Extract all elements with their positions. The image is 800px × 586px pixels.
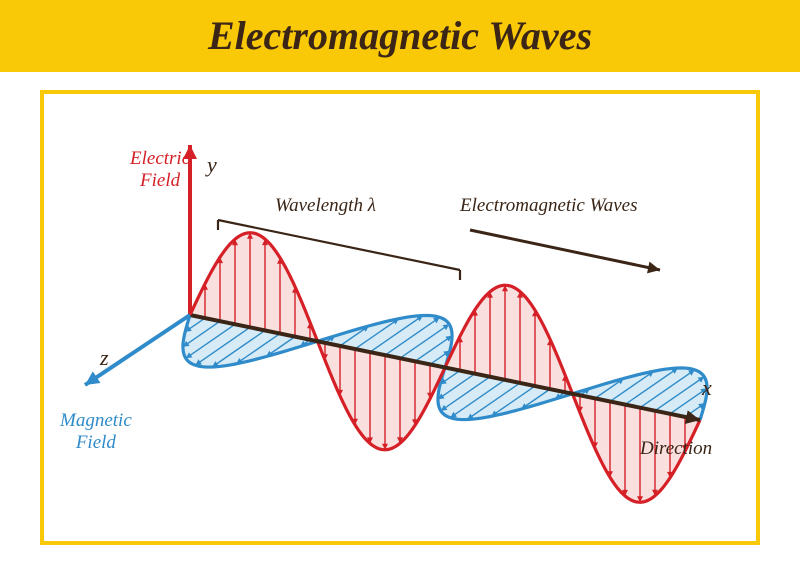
label-x-axis: x [702,375,712,400]
wave-svg [0,90,800,560]
label-direction: Direction [640,438,712,460]
label-em-waves: Electromagnetic Waves [460,195,637,217]
label-z-axis: z [100,345,109,370]
label-y-axis: y [207,152,217,177]
page-title: Electromagnetic Waves [0,12,800,59]
label-magnetic-field: Magnetic Field [60,410,132,454]
header-bar: Electromagnetic Waves [0,0,800,72]
em-direction-arrow [470,230,660,270]
label-electric-field: Electric Field [130,148,190,192]
wave-diagram: Electric Field y z Magnetic Field Wavelength… [0,90,800,560]
label-wavelength: Wavelength λ [275,195,376,217]
